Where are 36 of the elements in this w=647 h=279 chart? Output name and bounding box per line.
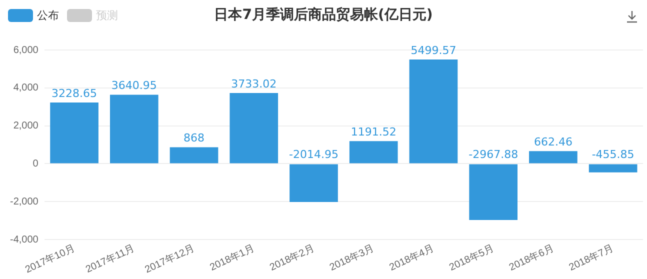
data-label: 868 [184,132,205,145]
x-tick-label: 2018年1月 [208,242,256,274]
bar [469,164,518,220]
y-tick-label: -2,000 [10,196,39,208]
data-label: 3228.65 [52,86,98,100]
data-label: 3640.95 [111,79,157,92]
x-tick-label: 2018年2月 [268,242,316,274]
x-tick-label: 2017年12月 [143,242,196,276]
x-tick-label: 2018年3月 [328,242,376,274]
data-label: 1191.52 [350,126,396,139]
bar [349,141,398,164]
bar [290,164,338,202]
bar [409,59,458,164]
x-tick-label: 2018年6月 [507,242,556,274]
data-label: 5499.57 [410,44,456,57]
legend-label: 公布 [37,8,59,23]
y-tick-label: 2,000 [13,120,39,132]
data-label: 3733.02 [231,77,277,90]
bar [50,102,98,164]
y-tick-label: 0 [32,158,39,170]
x-tick-label: 2018年4月 [388,242,436,274]
data-label: -2014.95 [289,148,338,162]
bar [110,94,158,164]
x-tick-label: 2018年5月 [447,242,496,274]
x-tick-label: 2018年7月 [567,242,616,274]
data-label: -2967.88 [468,148,518,162]
y-tick-label: 4,000 [13,82,39,94]
bar [529,151,578,164]
chart-title: 日本7月季调后商品贸易帐(亿日元) [214,7,433,23]
bar [230,92,278,164]
y-tick-label: 6,000 [13,44,39,56]
bar [588,164,638,172]
bar [170,147,218,164]
x-tick-label: 2017年11月 [84,242,137,276]
data-label: 662.46 [534,136,572,149]
data-label: -455.85 [592,148,634,162]
